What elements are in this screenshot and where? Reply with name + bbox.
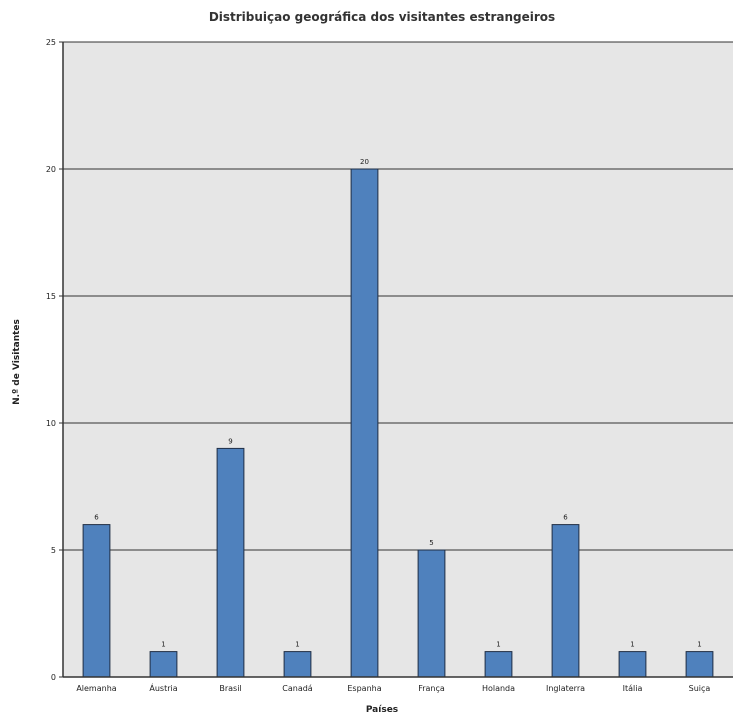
data-label: 1 (496, 641, 500, 649)
gridlines (63, 41, 733, 551)
bar (350, 168, 379, 678)
y-tick-label: 5 (51, 546, 56, 555)
x-axis-title: Países (366, 705, 398, 715)
y-tick-label: 15 (46, 292, 56, 301)
x-tick-label: Suiça (689, 684, 711, 693)
chart-title: Distribuiçao geográfica dos visitantes e… (209, 10, 555, 24)
data-label: 1 (630, 641, 634, 649)
bar (216, 447, 245, 678)
x-tick-label: Holanda (482, 684, 515, 693)
x-tick-label: Brasil (219, 684, 241, 693)
y-tick-label: 25 (46, 38, 56, 47)
y-tick-label: 0 (51, 673, 56, 682)
plot-area (63, 42, 733, 677)
x-tick-label: Inglaterra (546, 684, 585, 693)
x-tick-label: Canadá (282, 684, 313, 693)
data-label: 6 (94, 514, 99, 522)
x-tick-label: França (418, 684, 445, 693)
bars (82, 168, 714, 678)
bar (484, 651, 513, 678)
y-tick-label: 20 (46, 165, 56, 174)
x-tick-label: Espanha (347, 684, 381, 693)
y-axis-ticks: 0 5 10 15 20 25 (46, 38, 63, 682)
data-label: 6 (563, 514, 568, 522)
bar (417, 549, 446, 678)
bar (551, 524, 580, 678)
x-tick-label: Itália (623, 684, 643, 693)
x-tick-label: Áustria (149, 682, 177, 693)
data-label: 20 (360, 158, 369, 166)
y-axis-title: N.º de Visitantes (12, 319, 22, 405)
y-tick-label: 10 (46, 419, 56, 428)
x-axis-ticks: Alemanha Áustria Brasil Canadá Espanha França… (76, 682, 710, 693)
bar (82, 524, 111, 678)
bar (618, 651, 647, 678)
bar (283, 651, 312, 678)
bar (149, 651, 178, 678)
x-tick-label: Alemanha (76, 684, 116, 693)
data-label: 9 (228, 437, 232, 445)
data-label: 1 (161, 641, 165, 649)
data-label: 5 (429, 539, 433, 547)
bar (685, 651, 714, 678)
data-label: 1 (697, 641, 701, 649)
data-label: 1 (295, 641, 299, 649)
